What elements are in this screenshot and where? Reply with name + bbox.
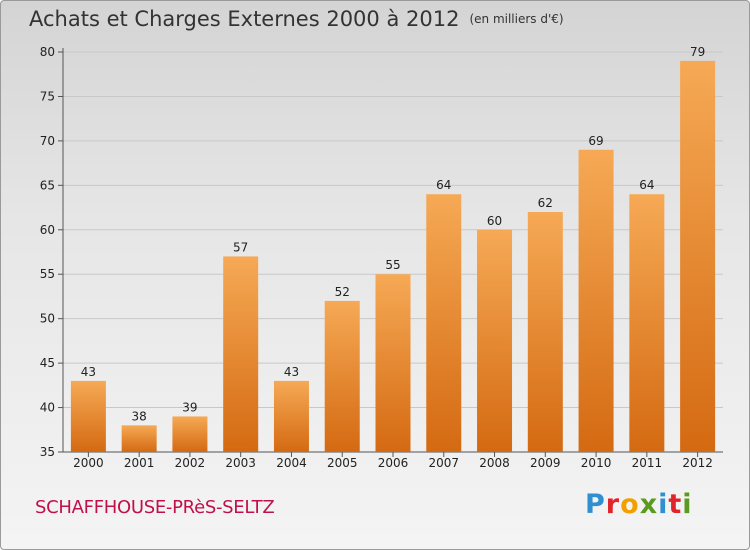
- bar-value-label: 60: [487, 214, 502, 228]
- bar-value-label: 43: [284, 365, 299, 379]
- bar-value-label: 64: [639, 178, 654, 192]
- logo-letter: i: [658, 489, 669, 520]
- bar-value-label: 52: [335, 285, 350, 299]
- bar: [477, 229, 513, 452]
- bar-value-label: 64: [436, 178, 451, 192]
- y-tick-label: 50: [40, 312, 55, 326]
- bar-value-label: 79: [690, 45, 705, 59]
- bar: [172, 416, 208, 452]
- bar: [273, 380, 309, 452]
- bar-value-label: 38: [132, 409, 147, 423]
- bar: [70, 380, 106, 452]
- bar-value-label: 69: [588, 134, 603, 148]
- x-tick-label: 2006: [378, 456, 409, 470]
- bar: [578, 149, 614, 452]
- chart-subtitle: (en milliers d'€): [469, 12, 564, 26]
- y-tick-label: 45: [40, 356, 55, 370]
- x-tick-label: 2001: [124, 456, 155, 470]
- bar: [121, 425, 157, 452]
- bar: [629, 194, 665, 452]
- logo-letter: P: [585, 489, 606, 520]
- bar: [324, 300, 360, 452]
- x-tick-label: 2009: [530, 456, 561, 470]
- chart-title: Achats et Charges Externes 2000 à 2012 (e…: [29, 7, 564, 31]
- x-tick-label: 2000: [73, 456, 104, 470]
- x-tick-label: 2005: [327, 456, 358, 470]
- x-tick-label: 2012: [682, 456, 713, 470]
- logo-letter: i: [682, 489, 693, 520]
- bar-value-label: 39: [182, 400, 197, 414]
- chart-title-text: Achats et Charges Externes 2000 à 2012: [29, 7, 460, 31]
- bar: [527, 212, 563, 452]
- x-tick-label: 2011: [632, 456, 663, 470]
- logo-letter: r: [605, 489, 621, 520]
- bar-value-label: 55: [385, 258, 400, 272]
- y-tick-label: 60: [40, 223, 55, 237]
- x-tick-label: 2003: [225, 456, 256, 470]
- x-tick-label: 2007: [428, 456, 459, 470]
- bar-value-label: 62: [538, 196, 553, 210]
- bar-value-label: 43: [81, 365, 96, 379]
- proxiti-logo: Proxiti: [585, 489, 693, 520]
- bar-value-label: 57: [233, 240, 248, 254]
- x-tick-label: 2002: [175, 456, 206, 470]
- y-tick-label: 40: [40, 401, 55, 415]
- logo-letter: x: [639, 489, 659, 520]
- y-tick-label: 80: [40, 45, 55, 59]
- x-tick-label: 2004: [276, 456, 307, 470]
- y-tick-label: 55: [40, 267, 55, 281]
- bar: [375, 274, 411, 452]
- bar: [223, 256, 259, 452]
- bar: [680, 60, 716, 453]
- y-tick-label: 70: [40, 134, 55, 148]
- x-tick-label: 2010: [581, 456, 612, 470]
- y-tick-label: 75: [40, 89, 55, 103]
- y-tick-label: 35: [40, 445, 55, 459]
- y-tick-label: 65: [40, 178, 55, 192]
- x-tick-label: 2008: [479, 456, 510, 470]
- logo-letter: o: [620, 489, 640, 520]
- logo-letter: t: [668, 489, 683, 520]
- town-name: SCHAFFHOUSE-PRèS-SELTZ: [35, 497, 275, 518]
- bar: [426, 194, 462, 452]
